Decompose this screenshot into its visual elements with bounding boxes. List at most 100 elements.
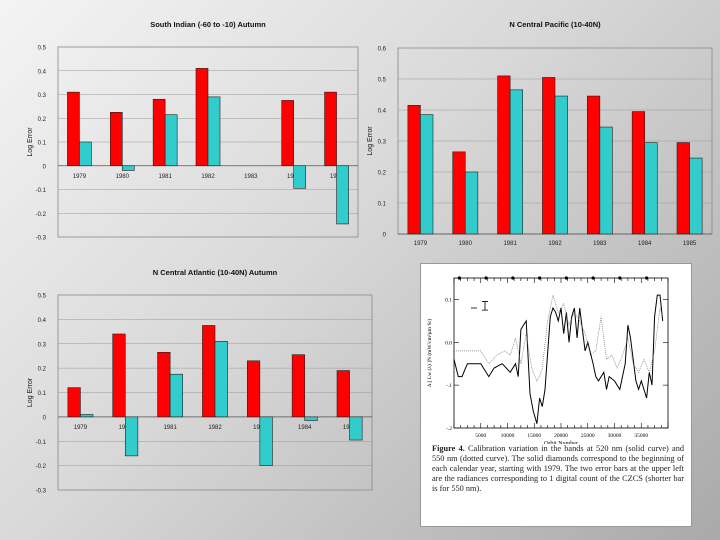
bar-series-1-1982 xyxy=(542,77,556,235)
x-tick-label: 1983 xyxy=(244,174,258,180)
y-tick-label: 0.4 xyxy=(38,69,47,75)
x-tick-label: 1980 xyxy=(116,174,130,180)
y-tick-label: -0.2 xyxy=(36,464,47,470)
year-start-diamond xyxy=(511,276,515,280)
y-tick-label: -0.3 xyxy=(36,489,47,495)
x-tick-label: 1984 xyxy=(638,241,652,247)
caption-text: Calibration variation in the bands at 52… xyxy=(432,444,685,493)
y-tick-label: 0.3 xyxy=(38,93,47,99)
chart-title: N Central Pacific (10-40N) xyxy=(509,20,601,29)
bar-series-1-1983 xyxy=(246,360,261,418)
x-tick-label: 1979 xyxy=(74,425,88,431)
bar-chart-3: N Central Atlantic (10-40N) Autumn Log Er… xyxy=(27,268,373,495)
bar-series-1-1985 xyxy=(676,142,690,235)
x-tick-label: 1979 xyxy=(414,241,428,247)
chart-title: N Central Atlantic (10-40N) Autumn xyxy=(153,268,278,277)
x-axis-label: Orbit Number xyxy=(544,441,578,444)
x-tick-label: 1983 xyxy=(593,241,607,247)
y-tick-label: 0.0 xyxy=(445,340,452,346)
x-tick-label: 10000 xyxy=(501,433,515,439)
y-tick-label: -0.2 xyxy=(36,212,47,218)
x-tick-label: 1979 xyxy=(73,174,87,180)
y-tick-label: 0 xyxy=(383,233,387,239)
bar-series-2-1979 xyxy=(80,414,94,418)
y-axis-label: Log Error xyxy=(27,127,34,157)
x-tick-label: 35000 xyxy=(634,433,648,439)
y-tick-label: 0.1 xyxy=(38,391,47,397)
x-tick-label: 1981 xyxy=(503,241,517,247)
bar-series-2-1983 xyxy=(259,416,273,466)
bar-series-1-1979 xyxy=(407,105,421,235)
x-tick-label: 25000 xyxy=(581,433,595,439)
bar-series-2-1979 xyxy=(79,141,92,167)
y-tick-label: 0 xyxy=(43,415,47,421)
y-tick-label: 0.1 xyxy=(38,141,47,147)
x-tick-label: 1982 xyxy=(201,174,215,180)
bar-series-2-1984 xyxy=(304,416,318,421)
x-tick-label: 1980 xyxy=(459,241,473,247)
bar-series-1-1982 xyxy=(195,68,209,167)
bar-series-2-1982 xyxy=(554,95,568,235)
bar-series-1-1985 xyxy=(336,370,350,418)
y-tick-label: -0.3 xyxy=(36,236,47,242)
y-tick-label: 0.1 xyxy=(445,297,452,303)
year-start-diamond xyxy=(484,276,488,280)
figure-4-panel: 5000 10000 15000 20000 25000 30000 35000 0.1 0.0… xyxy=(420,263,692,527)
y-axis-label: Δ [ Lw (λ) ]N (mW/cm²µm Sr) xyxy=(426,319,433,387)
bar-series-2-1985 xyxy=(349,416,363,441)
bar-series-2-1981 xyxy=(164,114,178,167)
y-tick-label: 0.2 xyxy=(378,171,387,177)
x-tick-label: 1981 xyxy=(163,425,177,431)
bar-chart-2: N Central Pacific (10-40N) Log Error 0.6 0.… xyxy=(367,20,713,247)
y-tick-label: 0.4 xyxy=(378,109,387,115)
bar-series-2-1980 xyxy=(124,416,139,457)
x-tick-label: 1982 xyxy=(208,425,222,431)
bar-series-2-1984 xyxy=(293,165,307,189)
bar-series-2-1983 xyxy=(599,126,613,235)
year-start-diamond xyxy=(564,276,568,280)
y-tick-label: 0.5 xyxy=(378,78,387,84)
y-tick-label: 0.6 xyxy=(378,47,387,53)
bar-series-1-1981 xyxy=(157,351,171,418)
line-520nm-solid xyxy=(453,294,664,424)
x-tick-label: 5000 xyxy=(475,433,486,439)
year-start-diamond xyxy=(618,276,622,280)
x-tick-label: 1984 xyxy=(298,425,312,431)
year-start-diamond xyxy=(591,276,595,280)
bar-series-2-1981 xyxy=(169,373,184,418)
year-start-diamond xyxy=(538,276,542,280)
bar-series-1-1980 xyxy=(112,333,126,418)
bar-series-1-1983 xyxy=(586,95,601,235)
bar-series-1-1984 xyxy=(291,354,306,418)
y-tick-label: 0.2 xyxy=(38,117,47,123)
bar-series-1-1980 xyxy=(452,151,466,235)
y-tick-label: 0.2 xyxy=(38,367,47,373)
x-tick-label: 1985 xyxy=(683,241,697,247)
y-axis-label: Log Error xyxy=(27,377,34,407)
plot-frame xyxy=(453,277,669,429)
y-tick-label: 0.5 xyxy=(38,46,47,52)
y-tick-label: -0.1 xyxy=(36,188,47,194)
y-tick-label: 0.3 xyxy=(38,342,47,348)
year-start-diamond xyxy=(457,276,461,280)
x-tick-label: 20000 xyxy=(554,433,568,439)
bar-series-1-1980 xyxy=(109,112,123,167)
x-tick-label: 1982 xyxy=(548,241,562,247)
y-tick-label: 0 xyxy=(43,164,47,170)
bar-series-1-1984 xyxy=(631,111,646,235)
bar-chart-1: South Indian (-60 to -10) Autumn Log Erro… xyxy=(27,20,359,242)
y-tick-label: 0.1 xyxy=(378,202,387,208)
bar-series-2-1985 xyxy=(689,157,703,235)
bar-series-1-1979 xyxy=(67,91,80,167)
y-tick-label: -.2 xyxy=(446,426,452,432)
bar-series-1-1984 xyxy=(281,100,295,167)
figure-caption: Figure 4. Calibration variation in the b… xyxy=(432,444,684,494)
calibration-line-chart: 5000 10000 15000 20000 25000 30000 35000 0.1 0.0… xyxy=(426,276,669,444)
y-tick-label: -.1 xyxy=(446,383,452,389)
bar-series-2-1982 xyxy=(214,341,228,418)
error-bar-520nm xyxy=(482,301,488,311)
caption-label: Figure 4. xyxy=(432,444,465,453)
bar-series-2-1980 xyxy=(464,171,479,235)
y-axis-label: Log Error xyxy=(367,126,374,156)
